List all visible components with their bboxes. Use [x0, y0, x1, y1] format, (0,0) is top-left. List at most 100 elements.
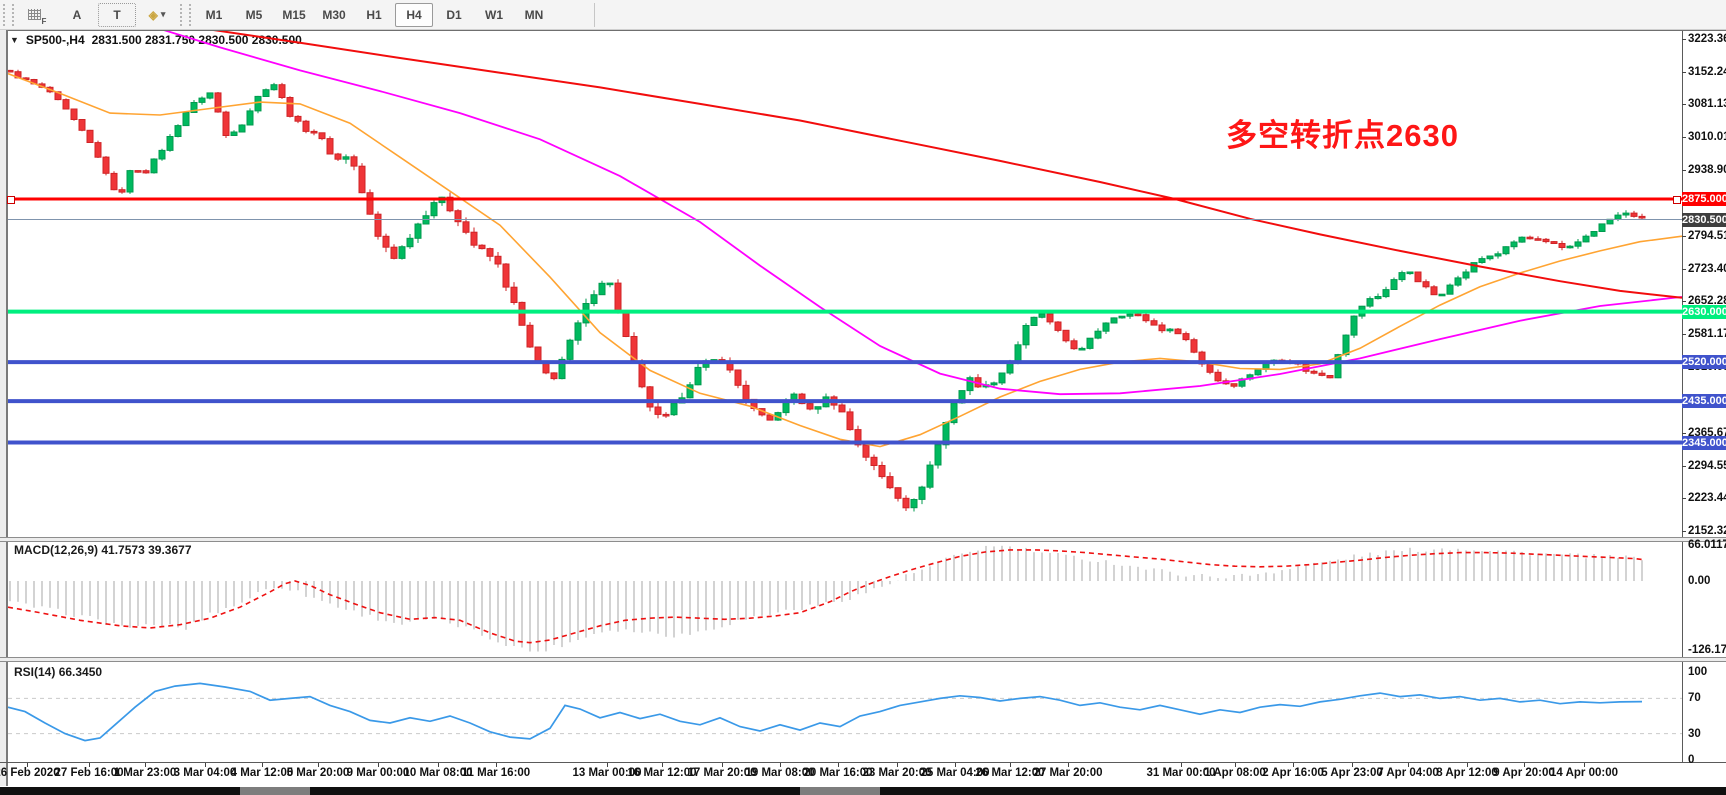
symbol-dropdown-icon[interactable]: ▼ — [10, 35, 19, 45]
timeframe-button-mn[interactable]: MN — [524, 7, 544, 22]
timeframe-button-m15[interactable]: M15 — [282, 7, 306, 22]
time-axis-label: 26 Feb 2020 — [0, 767, 60, 779]
price-axis-label: 2938.900 — [1688, 163, 1726, 176]
time-axis-label: 1 Apr 08:00 — [1204, 767, 1266, 779]
time-tick — [897, 763, 898, 767]
axis-tick — [1682, 334, 1686, 335]
price-axis-label: 3081.130 — [1688, 98, 1726, 111]
time-tick — [1235, 763, 1236, 767]
axis-tick — [1682, 169, 1686, 171]
price-axis-label: 2223.440 — [1688, 492, 1726, 505]
panel-separator[interactable] — [0, 657, 1726, 662]
time-axis-label: 26 Mar 12:00 — [975, 767, 1045, 779]
taskbar-window-segment[interactable] — [880, 787, 1726, 795]
axis-tick — [1682, 498, 1686, 500]
time-axis-label: 1 Mar 23:00 — [113, 767, 177, 779]
time-tick — [1293, 763, 1294, 767]
indicators-grid-icon[interactable]: F — [18, 3, 56, 27]
timeframe-button-w1[interactable]: W1 — [485, 7, 503, 22]
time-axis-label: 25 Mar 04:00 — [920, 767, 990, 779]
macd-axis-label: -126.173 — [1688, 643, 1726, 656]
timeframe-button-m5[interactable]: M5 — [245, 7, 263, 22]
time-tick — [1068, 763, 1069, 767]
time-axis-label: 13 Mar 00:00 — [572, 767, 642, 779]
time-axis-label: 3 Mar 04:00 — [173, 767, 237, 779]
timeframe-button-m1[interactable]: M1 — [205, 7, 223, 22]
price-axis-label: 2652.285 — [1688, 295, 1726, 308]
time-tick — [1010, 763, 1011, 767]
text-box-icon[interactable]: T — [98, 2, 136, 27]
price-tag-2630.000: 2630.000 — [1682, 304, 1726, 319]
objects-icon[interactable]: ◈ ▾ — [148, 7, 166, 22]
time-tick — [27, 763, 28, 767]
time-axis-label: 11 Mar 16:00 — [461, 767, 531, 779]
taskbar[interactable] — [0, 787, 1726, 795]
time-tick — [496, 763, 497, 767]
time-axis-label: 27 Mar 20:00 — [1033, 767, 1103, 779]
objects-dropdown-icon[interactable]: ▾ — [160, 9, 166, 19]
grid-icon — [27, 9, 41, 20]
timeframe-button-h1[interactable]: H1 — [366, 7, 382, 22]
time-axis-label: 5 Apr 23:00 — [1321, 767, 1383, 779]
text-label-icon[interactable]: A — [72, 7, 82, 22]
time-tick — [955, 763, 956, 767]
time-axis-label: 5 Mar 20:00 — [286, 767, 350, 779]
trendline-handle[interactable] — [1673, 195, 1681, 204]
timeframe-button-h4[interactable]: H4 — [395, 2, 433, 27]
time-tick — [1352, 763, 1353, 767]
time-axis-label: 27 Feb 16:00 — [54, 767, 124, 779]
symbol-timeframe-label: SP500-,H4 — [25, 33, 85, 47]
rsi-axis-label: 0 — [1688, 754, 1695, 766]
price-axis-label: 3010.015 — [1688, 131, 1726, 143]
toolbar-grip[interactable] — [3, 3, 14, 26]
taskbar-window-segment[interactable] — [310, 787, 800, 795]
price-axis-label: 2294.555 — [1688, 459, 1726, 472]
axis-tick — [1682, 465, 1686, 467]
axis-tick — [1682, 301, 1686, 303]
time-tick — [722, 763, 723, 767]
time-axis-label: 16 Mar 12:00 — [627, 767, 697, 779]
chart-left-gutter — [0, 30, 8, 786]
price-tag-2345.000: 2345.000 — [1682, 435, 1726, 450]
time-tick — [1181, 763, 1182, 767]
time-tick — [205, 763, 206, 767]
time-tick — [1584, 763, 1585, 767]
time-axis-label: 8 Apr 12:00 — [1436, 767, 1498, 779]
time-axis-label: 20 Mar 16:00 — [803, 767, 873, 779]
time-axis-label: 19 Mar 08:00 — [745, 767, 815, 779]
price-tag-2830.500: 2830.500 — [1682, 212, 1726, 227]
time-axis-label: 7 Apr 04:00 — [1377, 767, 1439, 779]
taskbar-window-segment[interactable] — [0, 787, 240, 795]
chart-top-border — [0, 30, 1726, 31]
timeframe-button-d1[interactable]: D1 — [446, 7, 462, 22]
axis-tick — [1682, 71, 1686, 73]
time-axis-label: 4 Mar 12:00 — [230, 767, 294, 779]
time-axis-label: 17 Mar 20:00 — [687, 767, 757, 779]
time-tick — [145, 763, 146, 767]
annotation-text[interactable]: 多空转折点2630 — [1226, 118, 1459, 153]
time-axis-label: 14 Apr 00:00 — [1550, 767, 1618, 779]
trendline-handle[interactable] — [7, 195, 15, 204]
time-tick — [780, 763, 781, 767]
axis-tick — [1682, 531, 1686, 532]
toolbar-separator — [594, 2, 595, 27]
time-tick — [1408, 763, 1409, 767]
axis-tick — [1682, 268, 1686, 270]
time-tick — [89, 763, 90, 767]
time-axis-label: 9 Apr 20:00 — [1493, 767, 1555, 779]
toolbar: F A T ◈ ▾ M1 M5 M15 M30 H1 H4 D1 W1 MN — [0, 0, 1726, 30]
toolbar-grip[interactable] — [180, 3, 191, 26]
time-axis-label: 23 Mar 20:00 — [862, 767, 932, 779]
time-tick — [1524, 763, 1525, 767]
time-tick — [318, 763, 319, 767]
axis-tick — [1682, 236, 1686, 237]
time-axis-label: 31 Mar 00:00 — [1146, 767, 1216, 779]
rsi-axis-label: 30 — [1688, 727, 1701, 740]
rsi-axis-label: 70 — [1688, 692, 1701, 705]
price-axis-label: 2723.400 — [1688, 262, 1726, 275]
rsi-axis-label: 100 — [1688, 666, 1708, 678]
panel-separator[interactable] — [0, 537, 1726, 542]
timeframe-button-m30[interactable]: M30 — [322, 7, 346, 22]
